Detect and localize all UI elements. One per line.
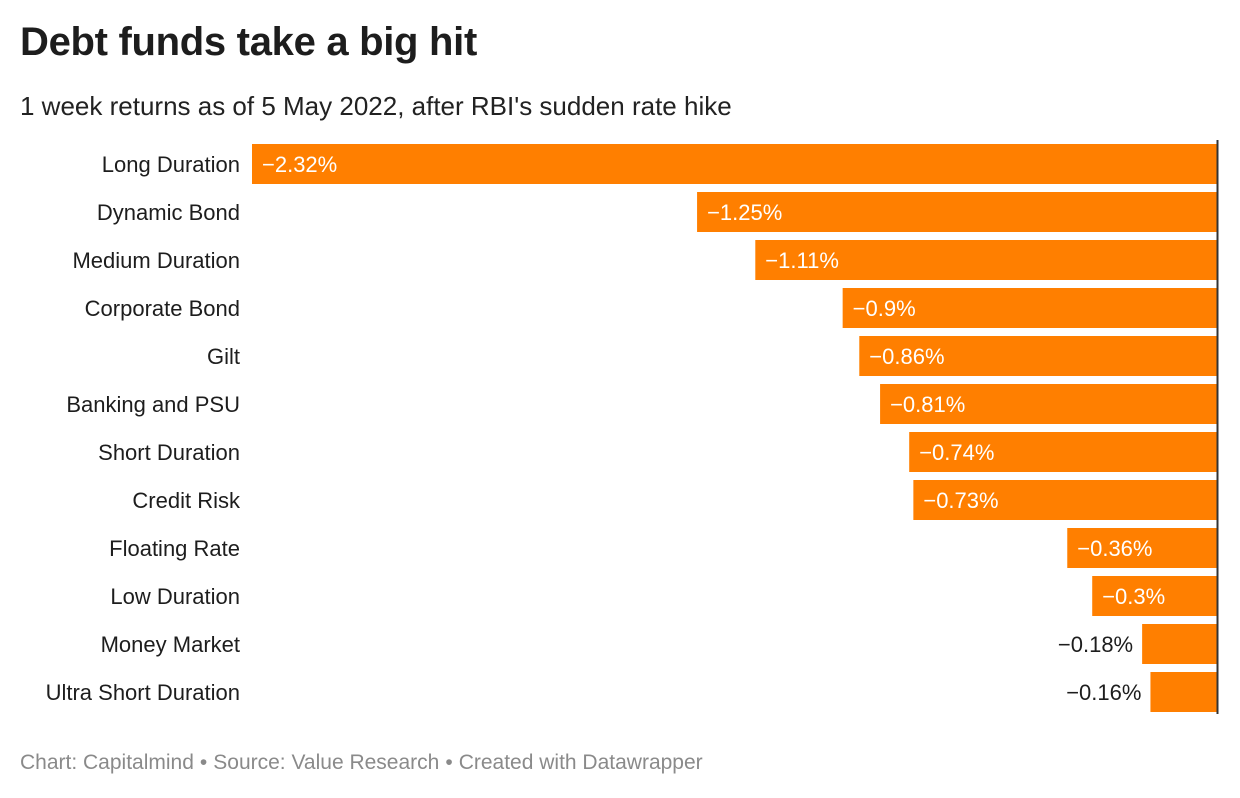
chart-subtitle: 1 week returns as of 5 May 2022, after R… xyxy=(20,91,732,121)
chart-footer: Chart: Capitalmind • Source: Value Researc… xyxy=(20,751,703,775)
category-label: Floating Rate xyxy=(109,536,240,561)
bar xyxy=(1092,576,1217,616)
bar xyxy=(842,288,1217,328)
value-label: −0.18% xyxy=(1058,632,1133,657)
value-label: −0.74% xyxy=(919,440,994,465)
bar xyxy=(1142,624,1217,664)
bar xyxy=(880,384,1217,424)
chart-title: Debt funds take a big hit xyxy=(20,20,477,64)
value-label: −0.16% xyxy=(1066,680,1141,705)
footer-created-with: Created with Datawrapper xyxy=(458,751,703,774)
category-label: Credit Risk xyxy=(132,488,241,513)
value-label: −0.3% xyxy=(1102,584,1165,609)
bar xyxy=(913,480,1217,520)
bar xyxy=(1150,672,1217,712)
bar xyxy=(909,432,1217,472)
bar xyxy=(859,336,1217,376)
category-label: Corporate Bond xyxy=(85,296,240,321)
category-label: Ultra Short Duration xyxy=(46,680,240,705)
value-label: −1.25% xyxy=(707,200,782,225)
category-label: Dynamic Bond xyxy=(97,200,240,225)
footer-source: Source: Value Research xyxy=(213,751,440,774)
category-label: Long Duration xyxy=(102,152,240,177)
category-label: Gilt xyxy=(207,344,240,369)
bar xyxy=(755,240,1217,280)
value-label: −1.11% xyxy=(765,248,839,273)
value-label: −0.86% xyxy=(869,344,944,369)
footer-chart-credit: Chart: Capitalmind xyxy=(20,751,194,774)
bar xyxy=(697,192,1217,232)
category-label: Low Duration xyxy=(110,584,240,609)
value-label: −0.81% xyxy=(890,392,965,417)
footer-separator: • xyxy=(445,751,453,774)
category-label: Banking and PSU xyxy=(66,392,240,417)
value-label: −0.36% xyxy=(1077,536,1152,561)
footer-separator: • xyxy=(199,751,208,774)
value-label: −0.73% xyxy=(923,488,998,513)
category-label: Medium Duration xyxy=(72,248,240,273)
bar-chart: Long Duration −2.32% Dynamic Bond −1.25% Med… xyxy=(46,140,1219,714)
category-label: Short Duration xyxy=(98,440,240,465)
value-label: −0.9% xyxy=(853,296,916,321)
bar xyxy=(1067,528,1217,568)
bar xyxy=(252,144,1217,184)
value-label: −2.32% xyxy=(262,152,337,177)
category-label: Money Market xyxy=(101,632,240,657)
